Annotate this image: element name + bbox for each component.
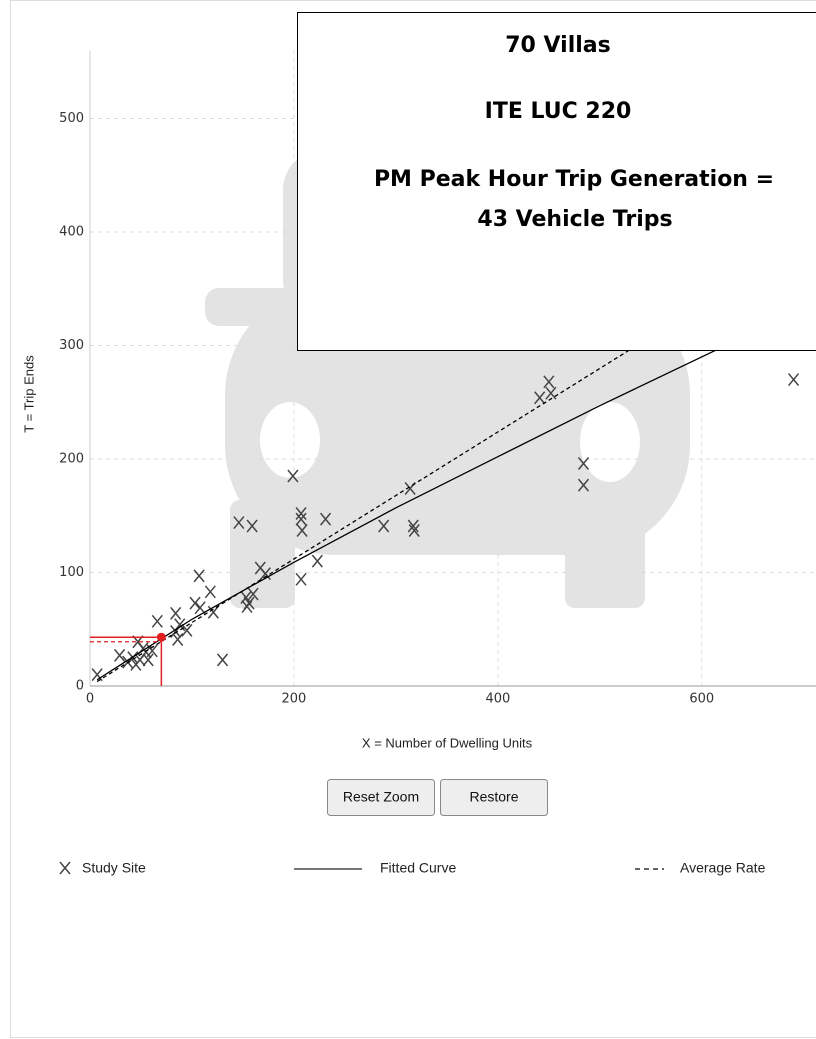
annotation-box: 70 Villas ITE LUC 220 PM Peak Hour Trip … xyxy=(298,13,816,351)
annotation-line: 43 Vehicle Trips xyxy=(477,207,672,232)
y-axis-label: T = Trip Ends xyxy=(21,355,36,433)
annotation-line: ITE LUC 220 xyxy=(485,99,632,124)
restore-button[interactable]: Restore xyxy=(441,780,548,816)
legend-label: Study Site xyxy=(82,860,146,876)
y-tick-label: 200 xyxy=(59,452,84,467)
annotation-line: PM Peak Hour Trip Generation = xyxy=(374,167,774,192)
x-tick-label: 600 xyxy=(689,692,714,707)
annotation-line: 70 Villas xyxy=(505,33,610,58)
y-tick-label: 100 xyxy=(59,565,84,580)
button-label[interactable]: Restore xyxy=(469,789,518,805)
page: {"chart_data": { "type": "scatter", "x_l… xyxy=(0,0,816,1039)
selected-point xyxy=(157,633,166,642)
y-tick-label: 500 xyxy=(59,111,84,126)
y-tick-label: 0 xyxy=(76,679,84,694)
legend-label: Average Rate xyxy=(680,860,766,876)
x-tick-label: 200 xyxy=(282,692,307,707)
y-tick-label: 300 xyxy=(59,338,84,353)
chart: 0 100 200 300 400 500 0 200 400 600 X = Number of… xyxy=(0,0,816,1039)
button-label[interactable]: Reset Zoom xyxy=(343,789,419,805)
x-tick-label: 0 xyxy=(86,692,94,707)
x-tick-label: 400 xyxy=(485,692,510,707)
y-tick-label: 400 xyxy=(59,225,84,240)
legend-label: Fitted Curve xyxy=(380,860,456,876)
x-axis-label: X = Number of Dwelling Units xyxy=(362,735,533,750)
reset-zoom-button[interactable]: Reset Zoom xyxy=(328,780,435,816)
